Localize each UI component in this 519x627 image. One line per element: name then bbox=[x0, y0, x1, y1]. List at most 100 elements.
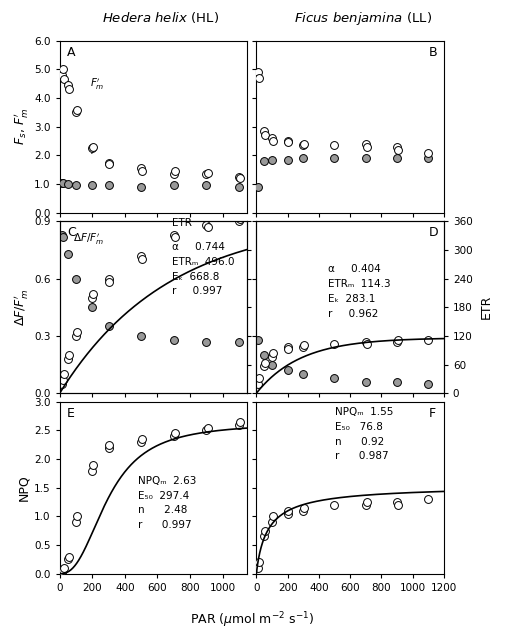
Point bbox=[88, 302, 97, 312]
Point bbox=[64, 80, 72, 90]
Point bbox=[261, 357, 269, 367]
Text: PAR ($\mu$mol m$^{-2}$ s$^{-1}$): PAR ($\mu$mol m$^{-2}$ s$^{-1}$) bbox=[189, 610, 314, 627]
Point bbox=[299, 140, 307, 150]
Point bbox=[235, 216, 243, 226]
Point bbox=[260, 350, 268, 360]
Point bbox=[299, 505, 307, 515]
Text: D: D bbox=[429, 226, 439, 240]
Point bbox=[88, 143, 97, 153]
Point bbox=[60, 75, 68, 85]
Point bbox=[254, 563, 262, 573]
Point bbox=[362, 500, 370, 510]
Point bbox=[254, 67, 262, 77]
Point bbox=[255, 557, 263, 567]
Point bbox=[59, 231, 67, 241]
Point bbox=[64, 249, 72, 259]
Point bbox=[73, 327, 81, 337]
Point bbox=[362, 337, 370, 347]
Text: $\it{Hedera\ helix}$ (HL): $\it{Hedera\ helix}$ (HL) bbox=[102, 10, 220, 25]
Point bbox=[235, 172, 243, 182]
Point bbox=[330, 153, 338, 163]
Point bbox=[283, 342, 292, 352]
Point bbox=[171, 428, 180, 438]
Point bbox=[104, 321, 113, 331]
Point bbox=[254, 379, 262, 389]
Point bbox=[261, 130, 269, 140]
Point bbox=[393, 377, 401, 387]
Point bbox=[138, 434, 146, 444]
Point bbox=[283, 136, 292, 146]
Point bbox=[64, 350, 73, 360]
Point bbox=[202, 169, 211, 179]
Point bbox=[424, 147, 432, 157]
Point bbox=[260, 361, 268, 371]
Point bbox=[424, 379, 432, 389]
Text: E: E bbox=[67, 407, 75, 420]
Text: NPQₘ  2.63
E₅₀  297.4
n      2.48
r      0.997: NPQₘ 2.63 E₅₀ 297.4 n 2.48 r 0.997 bbox=[139, 476, 197, 530]
Point bbox=[64, 85, 73, 95]
Text: NPQₘ  1.55
E₅₀   76.8
n      0.92
r      0.987: NPQₘ 1.55 E₅₀ 76.8 n 0.92 r 0.987 bbox=[335, 407, 393, 461]
Point bbox=[235, 337, 243, 347]
Point bbox=[424, 494, 432, 504]
Point bbox=[268, 517, 276, 527]
Point bbox=[299, 342, 307, 352]
Point bbox=[260, 532, 268, 542]
Point bbox=[394, 145, 403, 155]
Point bbox=[283, 155, 292, 165]
Point bbox=[171, 231, 180, 241]
Point bbox=[236, 173, 244, 183]
Point bbox=[72, 331, 80, 341]
Point bbox=[58, 566, 66, 576]
Point bbox=[330, 140, 338, 150]
Point bbox=[72, 517, 80, 527]
Point bbox=[261, 525, 269, 535]
Point bbox=[58, 70, 66, 80]
Point bbox=[137, 331, 145, 341]
Text: $\Delta F/F_m'$: $\Delta F/F_m'$ bbox=[73, 231, 104, 247]
Point bbox=[104, 273, 113, 283]
Y-axis label: $\Delta F/F_m'$: $\Delta F/F_m'$ bbox=[12, 288, 30, 326]
Point bbox=[88, 293, 97, 303]
Point bbox=[284, 137, 293, 147]
Text: α     0.404
ETRₘ  114.3
Eₖ  283.1
r     0.962: α 0.404 ETRₘ 114.3 Eₖ 283.1 r 0.962 bbox=[327, 264, 390, 319]
Point bbox=[170, 229, 178, 240]
Point bbox=[255, 73, 263, 83]
Point bbox=[363, 142, 372, 152]
Point bbox=[72, 181, 80, 191]
Point bbox=[284, 344, 293, 354]
Point bbox=[255, 373, 263, 383]
Point bbox=[268, 133, 276, 143]
Point bbox=[362, 377, 370, 387]
Point bbox=[424, 335, 432, 345]
Point bbox=[260, 126, 268, 136]
Point bbox=[59, 565, 67, 575]
Point bbox=[236, 417, 244, 427]
Point bbox=[394, 335, 403, 345]
Point bbox=[104, 181, 113, 191]
Point bbox=[330, 373, 338, 383]
Point bbox=[363, 339, 372, 349]
Text: $F$: $F$ bbox=[90, 144, 98, 156]
Point bbox=[394, 500, 403, 510]
Point bbox=[58, 229, 66, 240]
Point bbox=[393, 142, 401, 152]
Point bbox=[235, 182, 243, 192]
Point bbox=[235, 419, 243, 429]
Text: A: A bbox=[67, 46, 76, 59]
Point bbox=[202, 181, 211, 191]
Point bbox=[202, 426, 211, 436]
Point bbox=[88, 181, 97, 191]
Point bbox=[105, 440, 114, 450]
Point bbox=[60, 369, 68, 379]
Point bbox=[284, 505, 293, 515]
Text: C: C bbox=[67, 226, 76, 240]
Point bbox=[59, 177, 67, 187]
Point bbox=[89, 142, 97, 152]
Point bbox=[268, 155, 276, 165]
Point bbox=[170, 181, 178, 191]
Point bbox=[88, 465, 97, 475]
Point bbox=[72, 273, 80, 283]
Text: $F_m'$: $F_m'$ bbox=[90, 76, 104, 92]
Point bbox=[137, 163, 145, 173]
Point bbox=[59, 375, 67, 385]
